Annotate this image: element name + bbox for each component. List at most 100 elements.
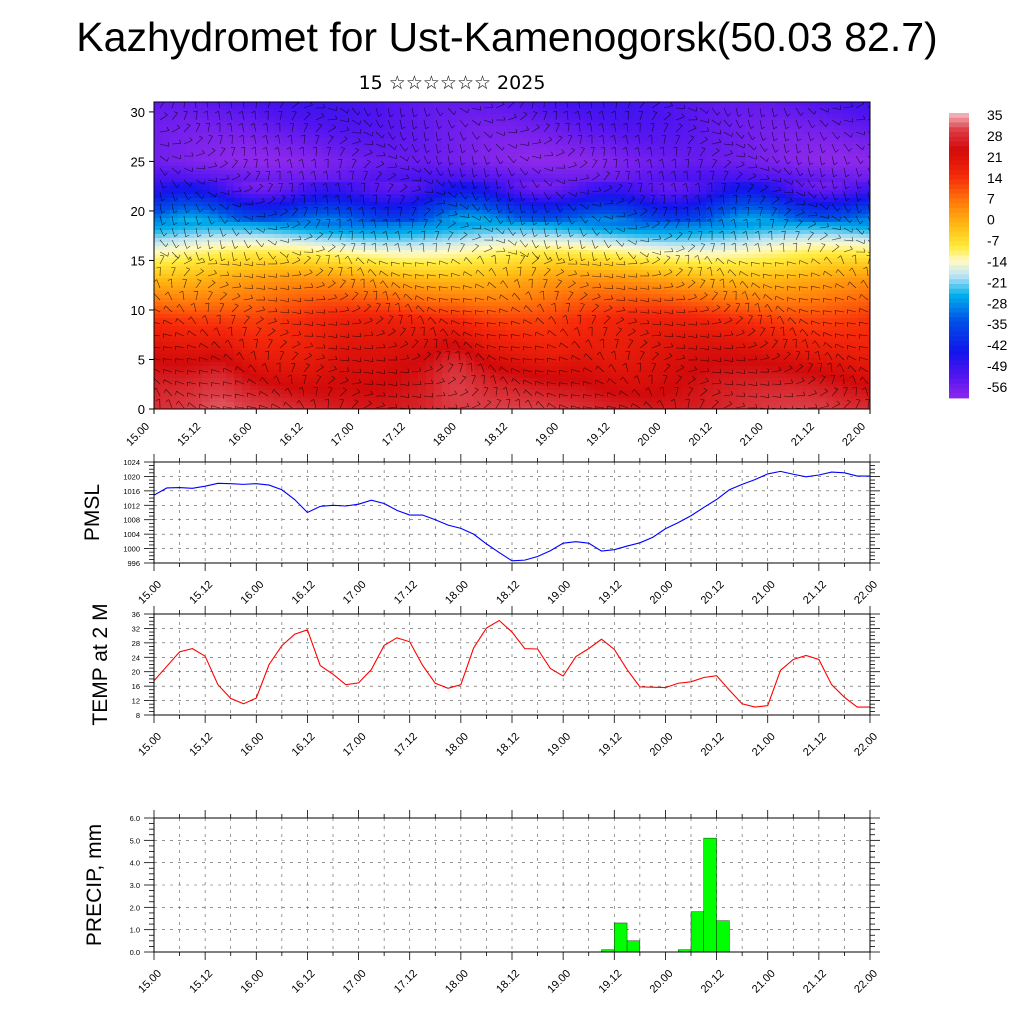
x-tick-label: 17.00 [341, 731, 369, 759]
y-tick-label: 0.0 [130, 948, 140, 957]
colorbar-segment [949, 393, 969, 399]
y-tick-label: 1.0 [130, 926, 140, 935]
colorbar-segment [949, 250, 969, 256]
precip-bar [690, 911, 704, 953]
colorbar-segment [949, 312, 969, 318]
colorbar-segment [949, 212, 969, 218]
colorbar-segment [949, 236, 969, 242]
y-tick-label: 12 [132, 697, 140, 706]
x-tick-label: 20.12 [687, 421, 715, 449]
x-tick-label: 15.12 [187, 579, 215, 607]
colorbar-segment [949, 279, 969, 285]
x-tick-label: 16.00 [238, 579, 266, 607]
colorbar-segment [949, 179, 969, 185]
y-tick-label: 2.0 [130, 903, 140, 912]
y-tick-label: 20 [131, 204, 145, 219]
x-tick-label: 15.12 [187, 731, 215, 759]
x-tick-label: 21.00 [738, 421, 766, 449]
colorbar-segment [949, 303, 969, 309]
x-tick-label: 19.12 [584, 421, 612, 449]
colorbar-segment [949, 141, 969, 147]
colorbar-segment [949, 345, 969, 351]
colorbar-segment [949, 146, 969, 152]
x-tick-label: 18.00 [443, 968, 471, 996]
y-tick-label: 1004 [123, 530, 140, 539]
colorbar-segment [949, 136, 969, 142]
colorbar-segment [949, 132, 969, 138]
y-tick-label: 3.0 [130, 881, 140, 890]
colorbar-segment [949, 170, 969, 176]
colorbar-segment [949, 388, 969, 394]
x-tick-label: 15.00 [136, 731, 164, 759]
x-tick-label: 18.00 [443, 731, 471, 759]
colorbar-segment [949, 113, 969, 119]
colorbar-segment [949, 383, 969, 389]
y-tick-label: 8 [136, 711, 140, 720]
colorbar-segment [949, 293, 969, 299]
x-tick-label: 18.00 [431, 421, 459, 449]
colorbar-segment [949, 193, 969, 199]
colorbar-segment [949, 369, 969, 375]
colorbar-segment [949, 241, 969, 247]
colorbar-segment [949, 255, 969, 261]
colorbar-label: 14 [987, 170, 1003, 186]
x-tick-label: 22.00 [852, 731, 880, 759]
colorbar-segment [949, 360, 969, 366]
x-tick-label: 21.00 [750, 579, 778, 607]
x-tick-label: 19.12 [596, 579, 624, 607]
series-line [153, 619, 870, 708]
x-tick-label: 19.00 [545, 579, 573, 607]
x-tick-label: 21.00 [750, 731, 778, 759]
colorbar-segment [949, 155, 969, 161]
x-tick-label: 20.12 [699, 579, 727, 607]
colorbar-segment [949, 307, 969, 313]
colorbar-label: -42 [987, 337, 1007, 353]
x-tick-label: 16.12 [290, 968, 318, 996]
x-tick-label: 17.00 [341, 579, 369, 607]
chart-title: Kazhydromet for Ust-Kamenogorsk(50.03 82… [76, 14, 938, 60]
x-tick-label: 19.12 [596, 731, 624, 759]
x-tick-label: 21.00 [750, 968, 778, 996]
colorbar-segment [949, 364, 969, 370]
x-tick-label: 20.00 [648, 731, 676, 759]
colorbar-segment [949, 184, 969, 190]
x-tick-label: 21.12 [801, 968, 829, 996]
x-tick-label: 18.12 [494, 968, 522, 996]
x-tick-label: 21.12 [801, 731, 829, 759]
colorbar-label: -7 [987, 233, 1000, 249]
y-axis-label: PRECIP, mm [83, 824, 106, 946]
x-tick-label: 19.12 [596, 968, 624, 996]
precip-bar [703, 837, 717, 953]
precip-bar [626, 940, 641, 953]
grid-lines [154, 613, 870, 716]
colorbar-label: -56 [987, 379, 1007, 395]
y-tick-label: 5.0 [130, 836, 140, 845]
colorbar-segment [949, 284, 969, 290]
colorbar-segment [949, 350, 969, 356]
x-tick-label: 21.12 [801, 579, 829, 607]
y-tick-label: 20 [132, 668, 140, 677]
x-tick-label: 17.12 [392, 731, 420, 759]
colorbar-segment [949, 174, 969, 180]
y-tick-label: 4.0 [130, 859, 140, 868]
y-tick-label: 1016 [123, 487, 140, 496]
y-tick-label: 1012 [123, 501, 140, 510]
x-tick-label: 20.12 [699, 968, 727, 996]
y-tick-label: 1000 [123, 545, 140, 554]
colorbar-segment [949, 274, 969, 280]
colorbar-label: -21 [987, 274, 1007, 290]
colorbar-segment [949, 165, 969, 171]
colorbar-label: 28 [987, 128, 1003, 144]
chart-subtitle: 15 ☆☆☆☆☆☆ 2025 [358, 72, 546, 94]
colorbar-segment [949, 189, 969, 195]
x-tick-label: 16.12 [290, 731, 318, 759]
y-tick-label: 0 [138, 402, 145, 417]
y-tick-label: 25 [131, 154, 145, 169]
y-tick-label: 30 [131, 105, 145, 120]
colorbar-label: -35 [987, 316, 1007, 332]
colorbar-segment [949, 260, 969, 266]
x-tick-label: 17.00 [329, 421, 357, 449]
y-tick-label: 6.0 [130, 814, 140, 823]
temp2m-panel: 36 32 28 24 20 16 12 8 15.00 15.12 16.00 16.12 17.00… [89, 603, 880, 758]
x-tick-label: 18.00 [443, 579, 471, 607]
